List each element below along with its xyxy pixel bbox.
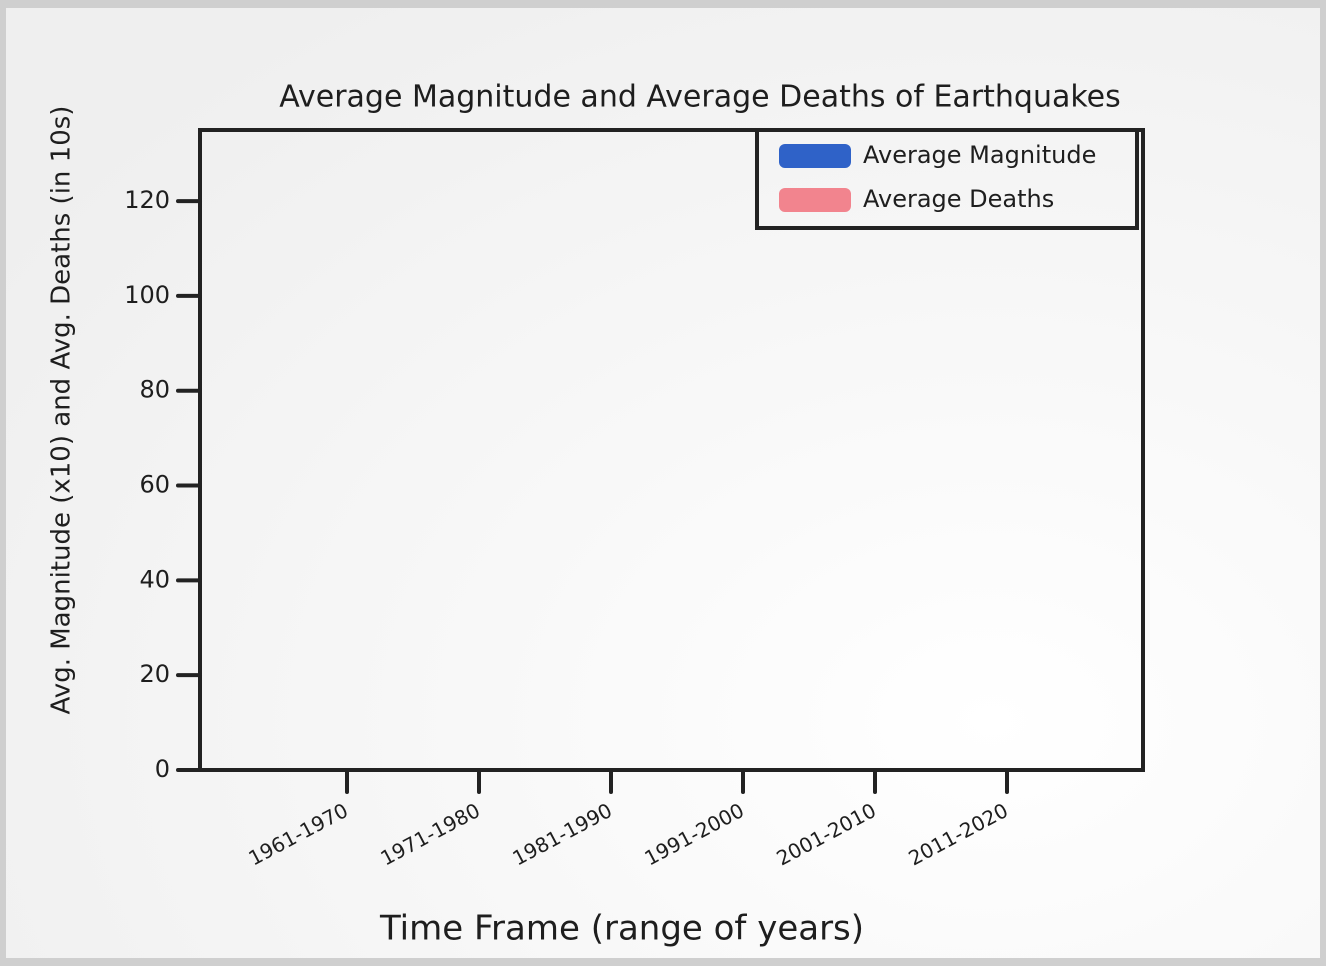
legend-label: Average Magnitude: [863, 141, 1096, 169]
legend-swatch: [779, 144, 851, 168]
y-tick-label: 0: [155, 755, 170, 783]
y-tick-label: 120: [124, 186, 170, 214]
plot-frame: [198, 128, 1145, 772]
y-tick-label: 40: [139, 565, 170, 593]
x-axis-label: Time Frame (range of years): [379, 909, 864, 949]
y-tick-label: 60: [139, 471, 170, 499]
board-surface: [6, 8, 1320, 958]
y-axis-label: Avg. Magnitude (x10) and Avg. Deaths (in…: [47, 106, 77, 715]
y-tick-label: 80: [139, 376, 170, 404]
legend-label: Average Deaths: [863, 185, 1054, 213]
legend-swatch: [779, 188, 851, 212]
y-tick-label: 100: [124, 281, 170, 309]
y-tick-label: 20: [139, 660, 170, 688]
legend-box: [755, 128, 1139, 230]
chart-title: Average Magnitude and Average Deaths of …: [279, 80, 1121, 115]
